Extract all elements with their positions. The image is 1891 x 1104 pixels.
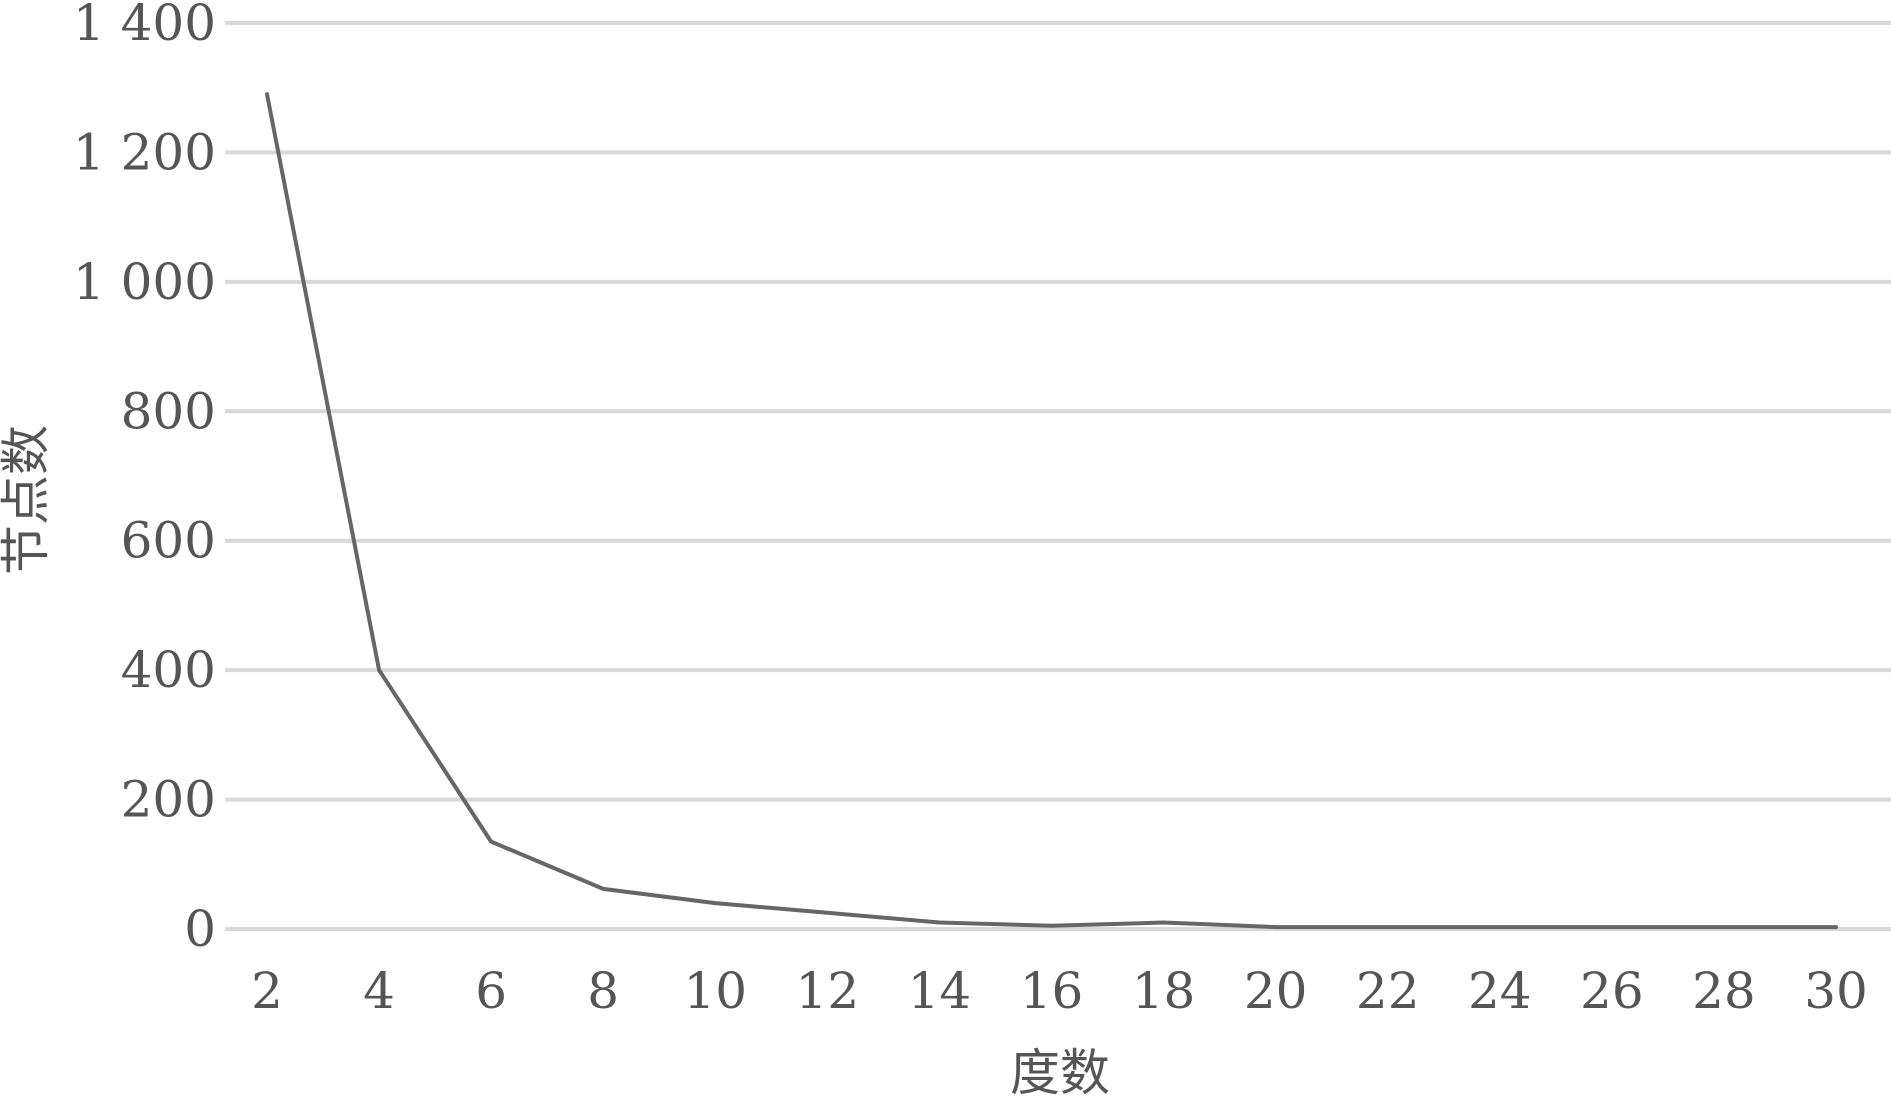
gridlines [225, 21, 1891, 931]
y-tick-label: 0 [184, 900, 216, 958]
x-tick-label: 24 [1468, 962, 1532, 1020]
y-tick-label: 1 000 [73, 253, 216, 311]
x-tick-label: 28 [1692, 962, 1756, 1020]
x-tick-label: 26 [1580, 962, 1644, 1020]
x-tick-label: 10 [683, 962, 747, 1020]
x-tick-label: 4 [363, 962, 395, 1020]
y-tick-label: 400 [121, 641, 216, 699]
y-axis-tick-labels: 0 200 400 600 800 1 000 1 200 1 400 [73, 0, 216, 958]
y-tick-label: 1 200 [73, 123, 216, 181]
x-tick-label: 2 [251, 962, 283, 1020]
x-tick-label: 30 [1804, 962, 1868, 1020]
x-tick-label: 22 [1356, 962, 1420, 1020]
x-tick-label: 20 [1244, 962, 1308, 1020]
y-tick-label: 600 [121, 512, 216, 570]
y-tick-label: 1 400 [73, 0, 216, 52]
x-tick-label: 6 [475, 962, 507, 1020]
series-lines [265, 92, 1838, 930]
x-tick-label: 12 [796, 962, 860, 1020]
x-tick-label: 14 [908, 962, 972, 1020]
x-axis-tick-labels: 2 4 6 8 10 12 14 16 18 20 22 24 26 28 30 [251, 962, 1868, 1020]
y-axis-title: 节点数 [0, 425, 55, 575]
y-tick-label: 200 [121, 771, 216, 829]
x-axis-title: 度数 [1010, 1044, 1110, 1100]
x-tick-label: 18 [1132, 962, 1196, 1020]
x-tick-label: 16 [1020, 962, 1084, 1020]
x-tick-label: 8 [587, 962, 619, 1020]
y-tick-label: 800 [121, 382, 216, 440]
series-line-0 [265, 92, 1838, 930]
